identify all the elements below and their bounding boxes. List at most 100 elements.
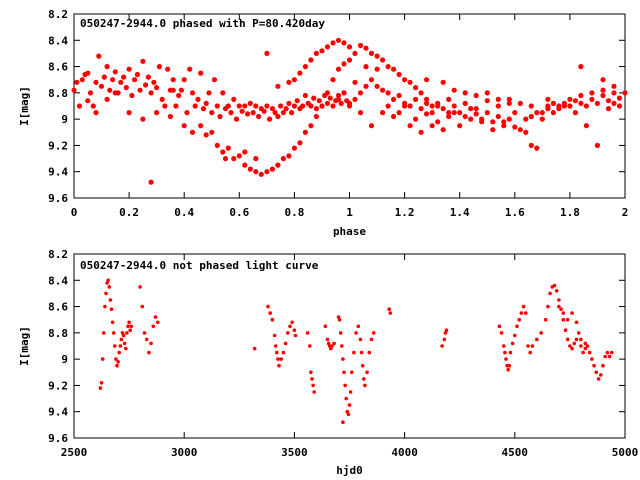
data-point [273,344,278,348]
x-tick-label: 0.2 [119,206,139,219]
data-point [362,377,366,381]
data-point [278,103,284,109]
data-point [170,87,176,93]
data-point [567,103,573,109]
data-point [583,123,590,129]
data-point [211,77,218,83]
y-tick-label: 8.2 [48,8,68,21]
x-tick-label: 1.2 [395,206,415,219]
data-point [429,110,435,116]
data-point [308,344,312,348]
data-point [342,370,346,375]
x-tick-label: 0.6 [229,206,249,219]
y-tick-label: 8.8 [48,87,68,100]
data-point [198,70,204,76]
data-point [113,344,117,348]
x-axis-label: phase [333,225,366,238]
data-point [539,110,545,116]
data-point [103,304,107,309]
data-point [231,156,237,162]
data-point [231,96,237,102]
data-point [380,57,386,63]
data-point [440,79,446,85]
data-point [291,77,297,83]
data-point [501,123,507,129]
data-point [599,373,603,377]
data-point [337,317,342,322]
data-point [302,129,308,135]
data-point [76,103,83,109]
data-point [134,71,140,78]
data-point [424,100,430,106]
data-point [140,304,145,309]
data-point [108,298,113,302]
data-point [365,370,369,375]
data-point [352,96,358,102]
data-point [579,337,583,342]
data-point [280,156,286,162]
data-point [107,87,113,93]
data-point [534,145,540,151]
data-point [312,390,317,394]
data-point [119,337,124,342]
data-point [308,103,314,109]
data-point [457,123,463,129]
data-point [286,79,292,85]
data-point [151,324,156,329]
data-point [387,307,392,312]
data-point [435,119,441,125]
data-point [495,113,501,120]
data-point [583,346,588,351]
data-point [286,153,292,159]
data-point [429,123,435,129]
data-point [578,100,584,106]
data-point [143,82,149,88]
y-tick-label: 9.2 [48,379,68,392]
data-point [286,331,290,335]
x-tick-label: 5000 [612,446,639,459]
data-point [363,45,369,51]
unphased-light-curve-chart: 2500 3000 3500 4000 4500 5000 8.2 8.4 8.6 8.8 9 9.2… [18,248,638,477]
data-point [539,331,543,335]
data-point [554,289,559,293]
data-point [418,129,424,135]
data-point [418,90,424,96]
data-point [104,64,110,70]
data-point [189,129,196,135]
data-point [264,103,270,109]
data-point [451,110,457,116]
data-point [99,381,104,385]
data-point [572,110,579,116]
data-point [245,111,251,117]
data-point [440,127,446,133]
data-point [581,350,585,355]
data-point [335,37,342,43]
data-point [85,70,91,76]
data-point [264,169,270,175]
data-point [407,79,413,85]
data-point [313,113,319,120]
data-point [546,304,550,309]
data-point [310,377,314,381]
data-point [507,363,512,368]
y-tick-label: 8.8 [48,327,68,340]
data-point [104,291,108,296]
data-point [195,96,201,102]
data-point [523,129,529,135]
data-point [565,337,570,342]
data-point [104,96,110,102]
data-point [530,344,535,348]
data-point [523,116,529,122]
data-point [594,370,599,375]
data-point [117,350,121,355]
x-tick-label: 4500 [502,446,529,459]
x-tick-label: 1.4 [450,206,470,219]
data-point [148,90,154,96]
data-point [590,357,594,361]
y-tick-label: 9.2 [48,139,68,152]
data-point [316,98,322,104]
data-point [576,331,581,335]
data-point [137,87,143,93]
data-point [512,110,518,116]
data-point [144,337,149,342]
